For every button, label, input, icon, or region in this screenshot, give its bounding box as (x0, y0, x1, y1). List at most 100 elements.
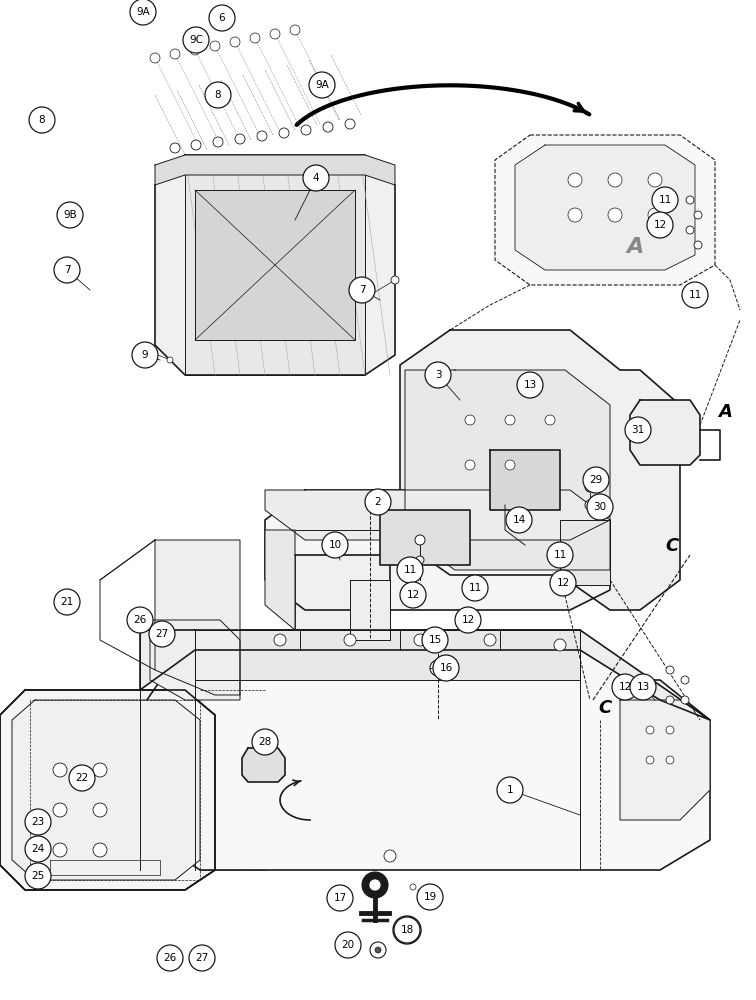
Text: 26: 26 (133, 615, 147, 625)
Polygon shape (12, 700, 200, 880)
Circle shape (53, 763, 67, 777)
Text: 8: 8 (39, 115, 45, 125)
Circle shape (585, 500, 595, 510)
Polygon shape (490, 450, 560, 510)
Text: 20: 20 (342, 940, 355, 950)
Text: 26: 26 (163, 953, 177, 963)
Polygon shape (560, 520, 610, 585)
Circle shape (505, 460, 515, 470)
Text: A: A (718, 403, 732, 421)
Circle shape (410, 884, 416, 890)
Circle shape (127, 607, 153, 633)
Polygon shape (140, 630, 710, 720)
Text: 9B: 9B (63, 210, 77, 220)
Circle shape (694, 241, 702, 249)
Circle shape (666, 666, 674, 674)
Polygon shape (515, 145, 695, 270)
Circle shape (209, 5, 235, 31)
Circle shape (397, 557, 423, 583)
Circle shape (568, 208, 582, 222)
Polygon shape (140, 630, 710, 870)
Text: 23: 23 (32, 817, 45, 827)
Circle shape (149, 621, 175, 647)
Circle shape (630, 674, 656, 700)
Circle shape (465, 415, 475, 425)
Polygon shape (495, 135, 715, 285)
Circle shape (370, 942, 386, 958)
Circle shape (585, 482, 595, 492)
Circle shape (183, 27, 209, 53)
Circle shape (190, 45, 200, 55)
Circle shape (568, 173, 582, 187)
Circle shape (666, 696, 674, 704)
Circle shape (612, 674, 638, 700)
Text: C: C (665, 537, 678, 555)
Circle shape (517, 372, 543, 398)
Circle shape (170, 49, 180, 59)
Text: 7: 7 (64, 265, 70, 275)
Text: 27: 27 (195, 953, 209, 963)
Polygon shape (405, 370, 610, 570)
Text: A: A (627, 237, 643, 257)
Circle shape (648, 208, 662, 222)
Circle shape (681, 696, 689, 704)
Circle shape (646, 756, 654, 764)
Polygon shape (155, 155, 395, 185)
Circle shape (301, 125, 311, 135)
Polygon shape (350, 580, 390, 640)
Circle shape (416, 556, 424, 564)
Circle shape (132, 342, 158, 368)
Text: 10: 10 (328, 540, 342, 550)
Circle shape (327, 885, 353, 911)
Circle shape (57, 202, 83, 228)
Circle shape (69, 765, 95, 791)
Polygon shape (630, 400, 700, 465)
Text: 6: 6 (218, 13, 225, 23)
Circle shape (205, 82, 231, 108)
Circle shape (213, 137, 223, 147)
Text: 11: 11 (658, 195, 671, 205)
Circle shape (384, 850, 396, 862)
Circle shape (345, 119, 355, 129)
Text: 22: 22 (76, 773, 88, 783)
Circle shape (394, 917, 420, 943)
Polygon shape (265, 530, 295, 630)
Circle shape (433, 655, 459, 681)
Polygon shape (265, 490, 610, 610)
Circle shape (349, 277, 375, 303)
Circle shape (274, 634, 286, 646)
Text: 9C: 9C (189, 35, 203, 45)
Circle shape (290, 25, 300, 35)
Circle shape (430, 660, 446, 676)
Circle shape (53, 843, 67, 857)
Circle shape (93, 843, 107, 857)
Polygon shape (155, 155, 395, 375)
Text: 21: 21 (60, 597, 73, 607)
Circle shape (686, 196, 694, 204)
Circle shape (170, 143, 180, 153)
Circle shape (547, 542, 573, 568)
Circle shape (322, 532, 348, 558)
Circle shape (550, 570, 576, 596)
Polygon shape (195, 630, 580, 680)
Circle shape (682, 282, 708, 308)
Circle shape (608, 173, 622, 187)
Circle shape (401, 924, 413, 936)
Circle shape (414, 634, 426, 646)
Circle shape (666, 756, 674, 764)
Circle shape (25, 809, 51, 835)
Circle shape (393, 916, 421, 944)
Text: 9: 9 (141, 350, 148, 360)
Circle shape (554, 639, 566, 651)
Text: 12: 12 (618, 682, 631, 692)
Text: 28: 28 (259, 737, 271, 747)
Circle shape (25, 836, 51, 862)
Circle shape (484, 634, 496, 646)
Circle shape (648, 173, 662, 187)
Circle shape (230, 37, 240, 47)
Text: C: C (598, 699, 612, 717)
Polygon shape (155, 540, 240, 695)
Circle shape (686, 226, 694, 234)
Circle shape (652, 187, 678, 213)
Text: 9A: 9A (315, 80, 329, 90)
